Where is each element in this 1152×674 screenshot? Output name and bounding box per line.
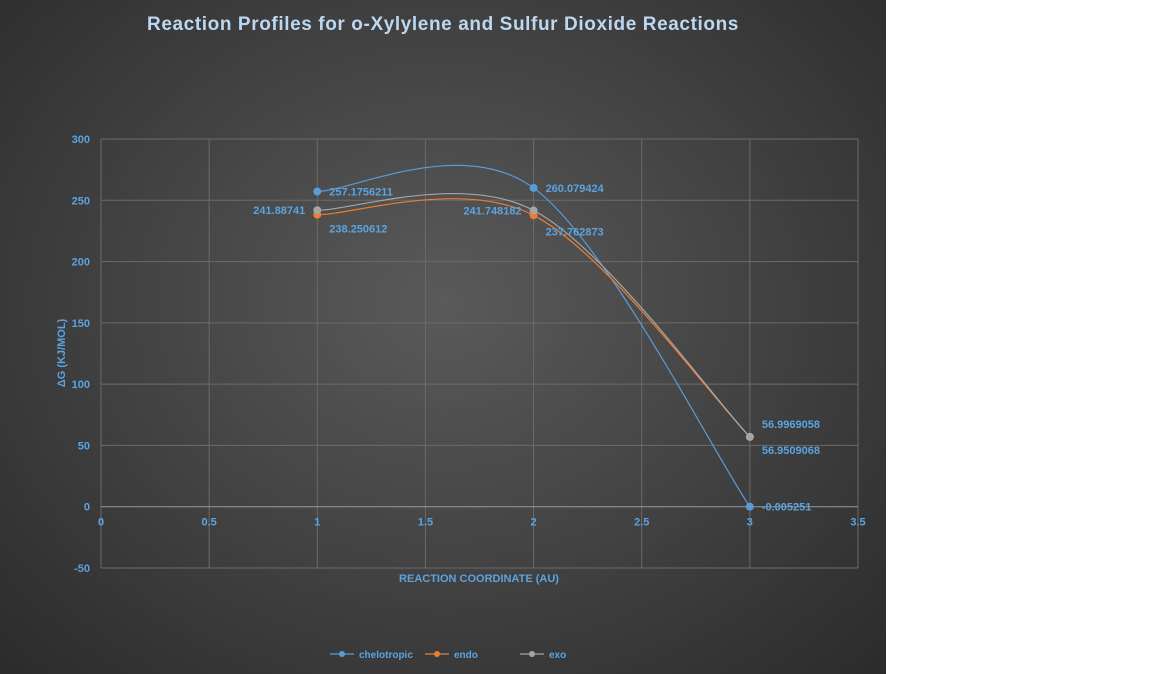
chart: Reaction Profiles for o-Xylylene and Sul…	[56, 14, 866, 661]
x-tick-label: 3.5	[850, 517, 865, 529]
data-label-chelotropic: 260.079424	[546, 183, 605, 195]
data-label-exo: 241.88741	[253, 205, 305, 217]
y-axis-label: ΔG (KJ/MOL)	[56, 318, 68, 387]
legend-label-exo: exo	[549, 650, 566, 661]
x-tick-label: 1	[314, 517, 320, 529]
data-point-chelotropic	[529, 183, 538, 192]
y-tick-label: -50	[74, 563, 90, 575]
y-tick-label: 150	[72, 318, 90, 330]
data-label-chelotropic: -0.005251	[762, 502, 812, 514]
legend-label-chelotropic: chelotropic	[359, 650, 413, 661]
chart-area	[0, 0, 886, 674]
y-tick-label: 50	[78, 440, 90, 452]
legend-marker-exo	[529, 651, 535, 657]
data-point-exo	[745, 432, 754, 441]
data-point-exo	[313, 206, 322, 215]
y-tick-label: 200	[72, 257, 90, 269]
y-tick-label: 100	[72, 379, 90, 391]
x-tick-label: 3	[747, 517, 753, 529]
data-label-exo: 56.9969058	[762, 419, 820, 431]
x-tick-label: 2	[531, 517, 537, 529]
legend-label-endo: endo	[454, 650, 478, 661]
data-label-exo: 241.748182	[463, 205, 521, 217]
y-tick-label: 250	[72, 195, 90, 207]
chart-title: Reaction Profiles for o-Xylylene and Sul…	[147, 14, 739, 35]
legend-marker-chelotropic	[339, 651, 345, 657]
y-tick-label: 300	[72, 134, 90, 146]
data-label-endo: 237.762873	[546, 226, 604, 238]
data-point-exo	[529, 206, 538, 215]
x-tick-label: 2.5	[634, 517, 649, 529]
y-tick-label: 0	[84, 502, 90, 514]
x-tick-label: 1.5	[418, 517, 433, 529]
series-line-chelotropic	[317, 164, 751, 508]
x-tick-label: 0	[98, 517, 104, 529]
data-label-endo: 56.9509068	[762, 445, 820, 457]
x-tick-label: 0.5	[201, 517, 216, 529]
legend-marker-endo	[434, 651, 440, 657]
data-point-chelotropic	[313, 187, 322, 196]
data-label-chelotropic: 257.1756211	[329, 186, 393, 198]
data-point-chelotropic	[745, 502, 754, 511]
x-axis-label: REACTION COORDINATE (AU)	[399, 573, 559, 585]
data-label-endo: 238.250612	[329, 224, 387, 236]
